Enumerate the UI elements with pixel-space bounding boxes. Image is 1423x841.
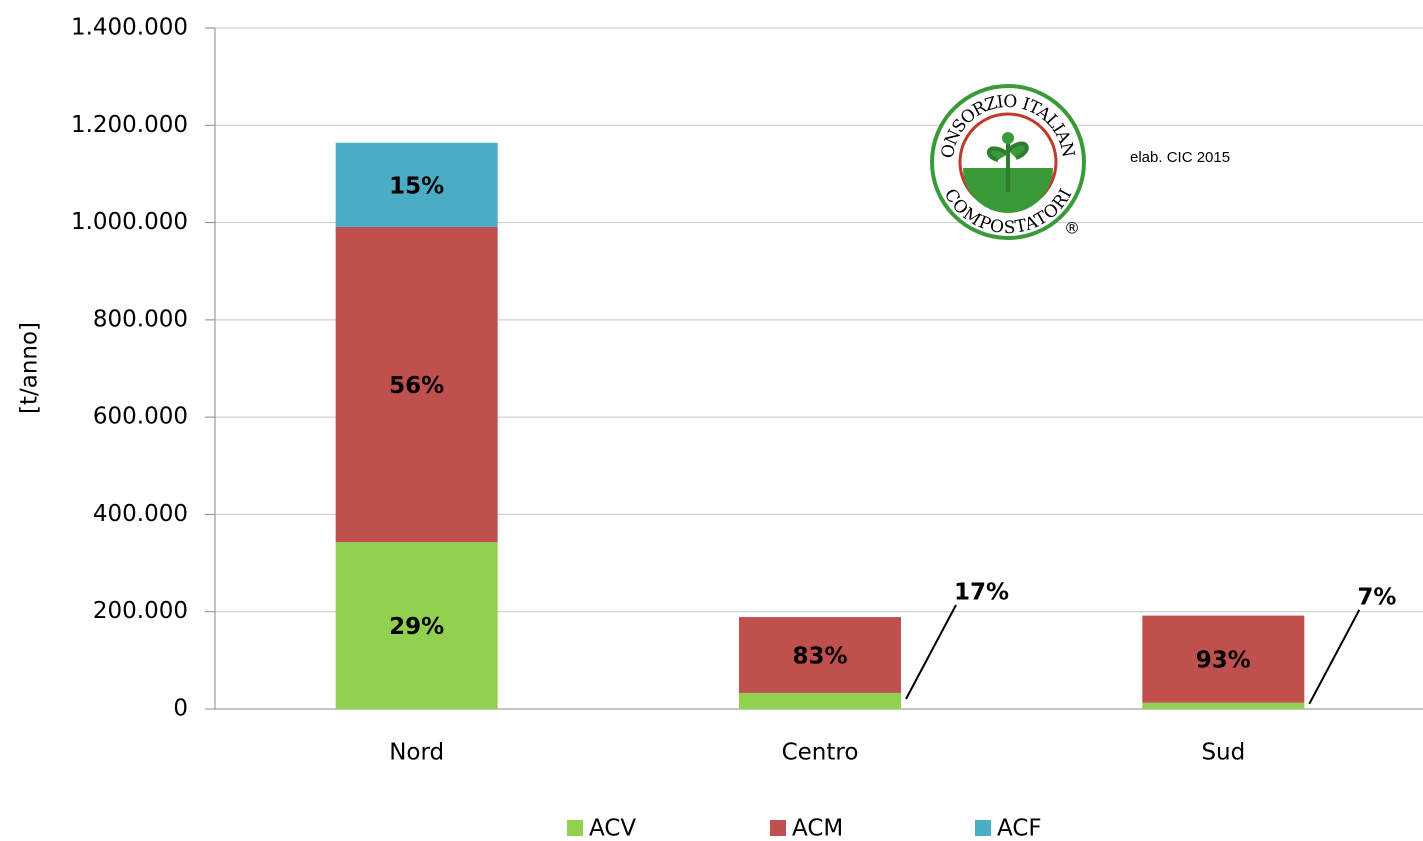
bar-segment xyxy=(335,142,498,227)
y-tick-label: 200.000 xyxy=(93,598,188,624)
legend-label: ACV xyxy=(589,816,636,841)
data-label: 83% xyxy=(792,644,847,670)
y-axis-label: [t/anno] xyxy=(17,322,43,414)
data-label: 56% xyxy=(389,373,444,399)
legend-swatch xyxy=(567,820,583,836)
y-tick-label: 1.200.000 xyxy=(71,112,188,138)
bar-segment xyxy=(1142,702,1305,709)
y-tick-label: 400.000 xyxy=(93,501,188,527)
data-label: 7% xyxy=(1357,584,1396,610)
x-tick-label: Sud xyxy=(1201,740,1245,766)
note: elab. CIC 2015 xyxy=(1130,149,1230,166)
bar-segment xyxy=(739,617,901,693)
bar-segment xyxy=(1142,615,1305,703)
bar-segment xyxy=(739,692,901,709)
leader-line xyxy=(905,604,957,700)
logo-mark: ® xyxy=(1064,219,1080,238)
y-tick-label: 800.000 xyxy=(93,306,188,332)
data-label: 15% xyxy=(389,173,444,199)
leader-line xyxy=(1308,609,1361,705)
logo-bud xyxy=(1002,132,1014,144)
x-tick-label: Nord xyxy=(389,740,444,766)
legend-swatch xyxy=(770,820,786,836)
legend-label: ACF xyxy=(997,816,1042,841)
logo-plant xyxy=(986,141,1029,192)
bar-segment xyxy=(335,542,498,709)
y-tick-label: 1.400.000 xyxy=(71,15,188,41)
y-tick-label: 1.000.000 xyxy=(71,209,188,235)
legend-label: ACM xyxy=(792,816,843,841)
y-tick-label: 0 xyxy=(173,696,188,722)
data-label: 17% xyxy=(954,579,1009,605)
x-tick-label: Centro xyxy=(782,740,859,766)
y-tick-label: 600.000 xyxy=(93,404,188,430)
bar-segment xyxy=(335,226,498,543)
data-label: 29% xyxy=(389,614,444,640)
legend-swatch xyxy=(975,820,991,836)
data-label: 93% xyxy=(1196,648,1251,674)
